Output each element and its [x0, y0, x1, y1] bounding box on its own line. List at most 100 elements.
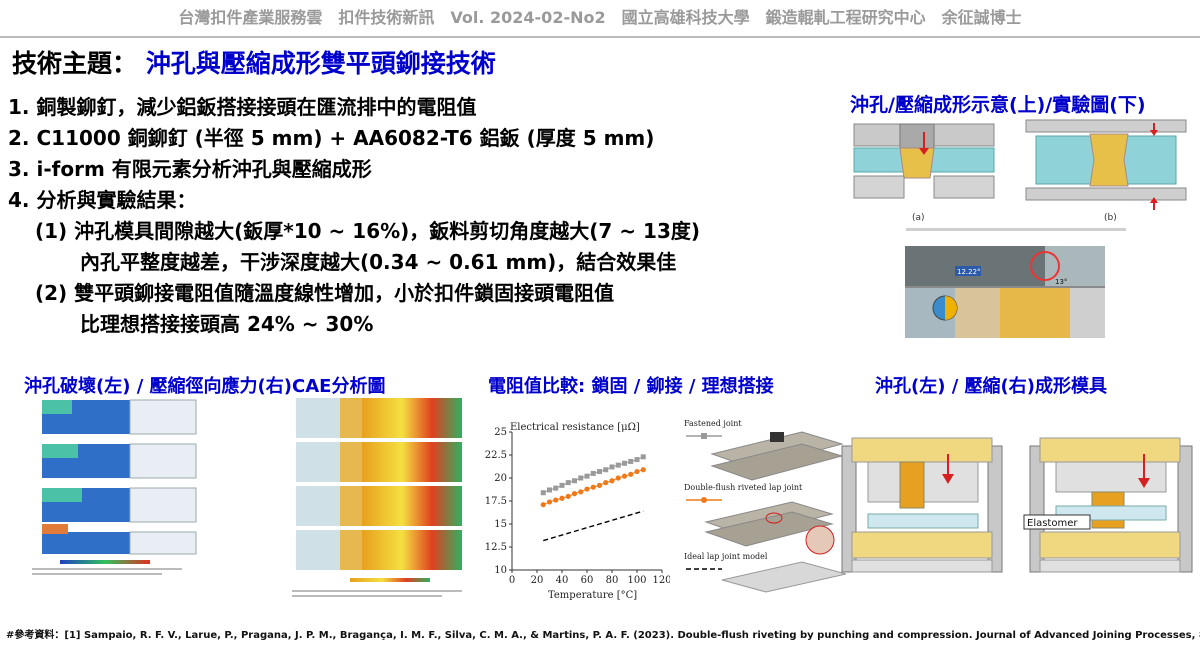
data-point-fastened — [615, 462, 621, 468]
chart-x-tick-label: 20 — [531, 575, 544, 586]
data-point-fastened — [609, 464, 615, 470]
chart-y-tick-label: 20 — [494, 473, 507, 484]
caption-cae: 沖孔破壞(左) / 壓縮徑向應力(右)CAE分析圖 — [24, 376, 386, 397]
result-1-cont: 內孔平整度越差，干涉深度越大(0.34 ~ 0.61 mm)，結合效果佳 — [80, 250, 677, 274]
data-point-riveted — [628, 471, 634, 477]
tooling-figure: Elastomer — [838, 436, 1196, 576]
series-line-ideal — [543, 510, 644, 542]
cae-comp-panel-4 — [296, 530, 462, 570]
caption-resistance: 電阻值比較: 鎖固 / 鉚接 / 理想搭接 — [488, 376, 774, 397]
joint-models-drawing: Fastened joint Double-flush riveted lap … — [684, 419, 847, 593]
data-point-fastened — [640, 454, 646, 460]
chart-y-tick-label: 22.5 — [485, 450, 507, 461]
caption-tooling: 沖孔(左) / 壓縮(右)成形模具 — [875, 376, 1108, 397]
data-point-riveted — [571, 491, 578, 497]
chart-x-tick-label: 100 — [627, 575, 646, 586]
point-3: 3. i-form 有限元素分析沖孔與壓縮成形 — [8, 157, 372, 181]
chart-x-tick-label: 120 — [652, 575, 670, 586]
data-point-riveted — [546, 499, 553, 505]
chart-y-tick-label: 10 — [494, 565, 507, 576]
data-point-fastened — [603, 467, 609, 473]
chart-y-tick-label: 25 — [494, 427, 507, 438]
chart-x-tick-label: 40 — [556, 575, 569, 586]
result-2-cont: 比理想搭接接頭高 24% ~ 30% — [80, 312, 374, 336]
cae-panel-4 — [42, 524, 197, 555]
title-topic: 沖孔與壓縮成形雙平頭鉚接技術 — [145, 49, 496, 78]
schematic-label-a: (a) — [912, 213, 925, 223]
cae-comp-panel-1 — [296, 398, 462, 438]
data-point-riveted — [584, 486, 590, 492]
cae-comp-panel-3 — [296, 486, 462, 526]
cae-panel-1 — [42, 399, 197, 435]
data-point-riveted — [596, 482, 603, 488]
chart-ylabel: Electrical resistance [μΩ] — [510, 422, 640, 433]
chart-y-tick-label: 17.5 — [485, 496, 507, 507]
punching-die — [841, 437, 1003, 573]
cae-panel-2 — [42, 443, 197, 479]
schematic-label-b: (b) — [1104, 213, 1117, 223]
data-point-fastened — [622, 460, 627, 466]
compression-die: Elastomer — [1023, 437, 1193, 573]
data-point-riveted — [540, 502, 546, 508]
reference-footer: #參考資料：[1] Sampaio, R. F. V., Larue, P., … — [6, 630, 1200, 641]
experiment-drawing: 12.22° 13° — [905, 246, 1105, 338]
data-point-fastened — [590, 470, 596, 476]
chart-xlabel: Temperature [°C] — [548, 590, 637, 600]
data-point-riveted — [565, 493, 571, 499]
resistance-chart-svg: Electrical resistance [μΩ] Temperature [… — [485, 422, 672, 601]
data-point-fastened — [578, 475, 584, 481]
data-point-riveted — [609, 478, 615, 484]
header-divider — [0, 36, 1200, 38]
chart-y-tick-label: 15 — [494, 519, 507, 530]
chart-axes: 0 20 40 60 80 100 120 10 12.5 15 17.5 20 22.5 25 — [485, 427, 672, 586]
data-point-fastened — [540, 490, 546, 496]
page-header: 台灣扣件產業服務雲 扣件技術新訊 Vol. 2024-02-No2 國立高雄科技… — [178, 8, 1022, 27]
schematic-figure: (a) (b) — [840, 118, 1198, 236]
legend-fastened: Fastened joint — [684, 419, 742, 428]
chart-x-tick-label: 80 — [606, 575, 619, 586]
resistance-chart: Electrical resistance [μΩ] Temperature [… — [480, 410, 672, 601]
tooling-drawing: Elastomer — [841, 437, 1193, 573]
cae-punching-figure — [30, 396, 210, 596]
legend-ideal: Ideal lap joint model — [684, 552, 768, 561]
data-point-riveted — [621, 473, 628, 479]
data-point-riveted — [559, 495, 565, 501]
result-1: (1) 沖孔模具間隙越大(鈑厚*10 ~ 16%)，鈑料剪切角度越大(7 ~ 1… — [35, 219, 700, 243]
data-point-fastened — [584, 473, 590, 479]
data-point-fastened — [597, 469, 602, 475]
chart-marks — [540, 454, 646, 542]
angle-label-1: 12.22° — [957, 268, 981, 276]
data-point-fastened — [553, 485, 559, 491]
data-point-riveted — [603, 480, 609, 486]
data-point-fastened — [559, 482, 565, 488]
data-point-riveted — [615, 475, 621, 481]
point-2: 2. C11000 銅鉚釘 (半徑 5 mm) + AA6082-T6 鋁鈑 (… — [8, 126, 655, 150]
chart-x-tick-label: 0 — [509, 575, 515, 586]
data-point-fastened — [547, 487, 552, 493]
data-point-riveted — [553, 497, 559, 503]
page-title: 技術主題： 沖孔與壓縮成形雙平頭鉚接技術 — [12, 44, 496, 80]
elastomer-label: Elastomer — [1027, 518, 1078, 529]
legend-riveted: Double-flush riveted lap joint — [684, 483, 803, 492]
point-1: 1. 銅製鉚釘，減少鋁鈑搭接接頭在匯流排中的電阻值 — [8, 95, 477, 119]
cae-compression-drawing — [292, 398, 462, 597]
data-point-fastened — [565, 480, 571, 486]
point-4: 4. 分析與實驗結果： — [8, 188, 197, 212]
data-point-fastened — [572, 478, 577, 484]
data-point-riveted — [578, 489, 584, 495]
angle-label-2: 13° — [1055, 278, 1067, 286]
cae-compression-figure — [290, 396, 468, 602]
result-2: (2) 雙平頭鉚接電阻值隨溫度線性增加，小於扣件鎖固接頭電阻值 — [35, 281, 615, 305]
chart-y-tick-label: 12.5 — [485, 542, 507, 553]
data-point-fastened — [634, 457, 640, 463]
data-point-riveted — [590, 484, 596, 490]
data-point-riveted — [640, 467, 646, 473]
chart-x-tick-label: 60 — [581, 575, 594, 586]
cae-comp-panel-2 — [296, 442, 462, 482]
key-points: 1. 銅製鉚釘，減少鋁鈑搭接接頭在匯流排中的電阻值 2. C11000 銅鉚釘 … — [8, 92, 700, 340]
cae-panel-3 — [42, 487, 197, 523]
experiment-photo: 12.22° 13° — [905, 246, 1105, 338]
title-prefix: 技術主題： — [12, 49, 138, 78]
schematic-drawing: (a) (b) — [853, 119, 1187, 231]
caption-schematic: 沖孔/壓縮成形示意(上)/實驗圖(下) — [850, 94, 1146, 116]
